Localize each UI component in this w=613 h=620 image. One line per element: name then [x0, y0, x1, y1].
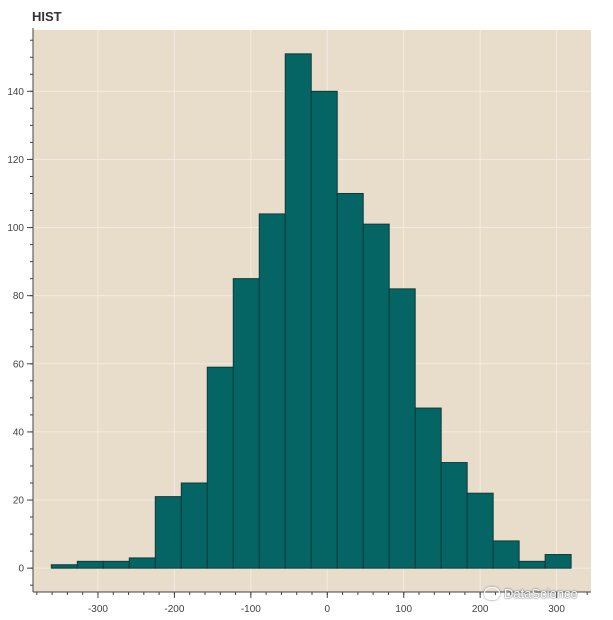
histogram-bar [518, 560, 546, 569]
histogram-bar [388, 288, 416, 569]
histogram-bar [284, 53, 312, 569]
histogram-bars [50, 53, 572, 569]
watermark: DataScience [484, 586, 578, 601]
histogram-bar [544, 554, 572, 569]
y-tick-label: 100 [7, 223, 24, 234]
histogram-bar [258, 213, 286, 569]
y-tick-label: 80 [13, 291, 25, 302]
y-tick-label: 140 [7, 87, 24, 98]
x-tick-label: 0 [325, 604, 331, 615]
histogram-bar [336, 192, 364, 569]
x-tick-label: 100 [395, 604, 412, 615]
y-tick-label: 20 [13, 496, 25, 507]
x-tick-label: -300 [88, 604, 108, 615]
y-tick-label: 40 [13, 427, 25, 438]
histogram-bar [492, 540, 520, 569]
histogram-bar [362, 223, 390, 569]
x-tick-label: -100 [241, 604, 261, 615]
histogram-bar [440, 462, 468, 569]
x-tick-label: -200 [164, 604, 184, 615]
histogram-bar [414, 407, 442, 569]
watermark-text: DataScience [504, 586, 578, 601]
histogram-bar [180, 482, 208, 569]
histogram-bar [76, 560, 104, 569]
y-tick-label: 60 [13, 359, 25, 370]
y-tick-label: 0 [18, 564, 24, 575]
histogram-bar [232, 278, 260, 569]
y-tick-label: 120 [7, 155, 24, 166]
x-tick-label: 300 [548, 604, 565, 615]
histogram-bar [102, 560, 130, 569]
histogram-bar [128, 557, 156, 569]
histogram-bar [50, 564, 78, 569]
histogram-bar [206, 366, 234, 569]
histogram-bar [154, 496, 182, 569]
chat-bubble-icon [484, 587, 500, 600]
histogram-bar [310, 90, 338, 569]
x-tick-label: 200 [472, 604, 489, 615]
histogram-bar [466, 492, 494, 569]
chart-title: HIST [32, 9, 62, 24]
